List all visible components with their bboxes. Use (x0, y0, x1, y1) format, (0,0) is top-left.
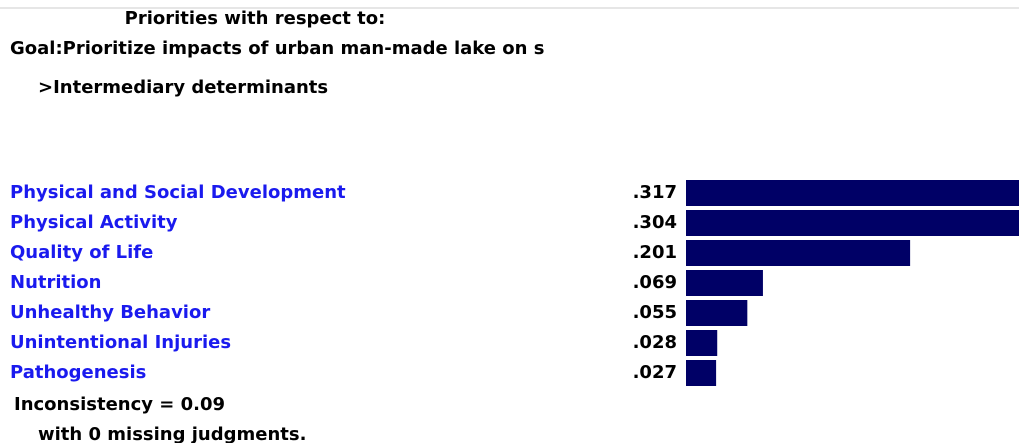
value-label: .201 (633, 242, 677, 263)
category-label: Physical and Social Development (10, 182, 346, 203)
category-label: Pathogenesis (10, 362, 146, 383)
value-label: .028 (633, 332, 677, 353)
bar (686, 360, 717, 386)
bar (686, 270, 763, 296)
value-label: .069 (633, 272, 677, 293)
category-label: Quality of Life (10, 242, 153, 263)
bar (686, 210, 1019, 236)
bar (686, 240, 911, 266)
node-text: >Intermediary determinants (38, 77, 328, 98)
chart-title: Priorities with respect to: (125, 8, 386, 29)
category-label: Unhealthy Behavior (10, 302, 210, 323)
bar (686, 180, 1019, 206)
category-label: Nutrition (10, 272, 102, 293)
value-label: .317 (633, 182, 677, 203)
category-label: Physical Activity (10, 212, 178, 233)
goal-text: Goal:Prioritize impacts of urban man-mad… (10, 38, 544, 59)
inconsistency: Inconsistency = 0.09 (14, 394, 225, 415)
value-label: .055 (633, 302, 677, 323)
category-label: Unintentional Injuries (10, 332, 231, 353)
value-label: .304 (633, 212, 677, 233)
value-label: .027 (633, 362, 677, 383)
bar (686, 330, 718, 356)
missing-judgments: with 0 missing judgments. (38, 424, 306, 443)
bar (686, 300, 748, 326)
